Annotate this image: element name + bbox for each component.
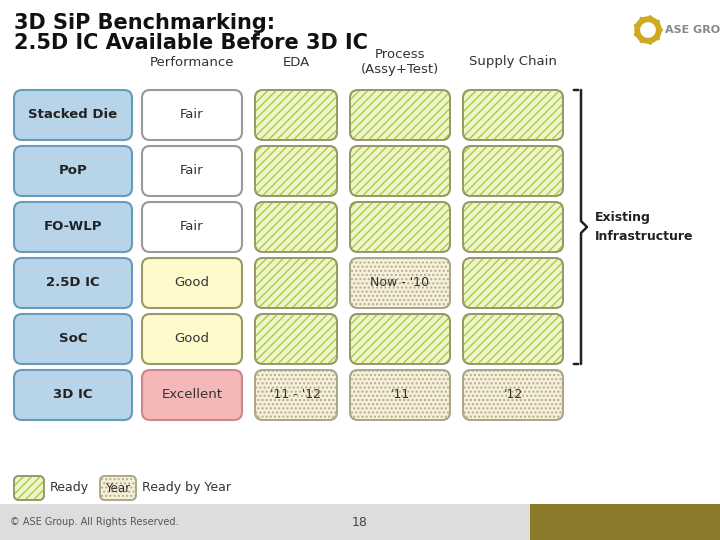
Text: Good: Good <box>174 276 210 289</box>
FancyBboxPatch shape <box>142 146 242 196</box>
FancyBboxPatch shape <box>142 370 242 420</box>
FancyBboxPatch shape <box>14 90 132 140</box>
Text: (Assy+Test): (Assy+Test) <box>361 63 439 76</box>
FancyBboxPatch shape <box>350 314 450 364</box>
Text: '11: '11 <box>390 388 410 402</box>
Circle shape <box>635 17 661 43</box>
Text: SoC: SoC <box>59 333 87 346</box>
Text: '12: '12 <box>503 388 523 402</box>
Bar <box>530 504 720 540</box>
FancyBboxPatch shape <box>142 314 242 364</box>
FancyBboxPatch shape <box>350 146 450 196</box>
FancyBboxPatch shape <box>255 314 337 364</box>
Text: 2.5D IC Available Before 3D IC: 2.5D IC Available Before 3D IC <box>14 33 368 53</box>
Text: Stacked Die: Stacked Die <box>28 109 117 122</box>
Text: Existing
Infrastructure: Existing Infrastructure <box>595 212 693 242</box>
Text: Year: Year <box>105 482 130 495</box>
Text: PoP: PoP <box>58 165 87 178</box>
FancyBboxPatch shape <box>350 90 450 140</box>
Text: EDA: EDA <box>282 56 310 69</box>
FancyBboxPatch shape <box>142 202 242 252</box>
Text: Process: Process <box>374 49 426 62</box>
FancyBboxPatch shape <box>255 370 337 420</box>
Text: ASE GROUP: ASE GROUP <box>665 25 720 35</box>
FancyBboxPatch shape <box>463 146 563 196</box>
FancyBboxPatch shape <box>14 146 132 196</box>
Text: Performance: Performance <box>150 56 234 69</box>
Text: Good: Good <box>174 333 210 346</box>
FancyBboxPatch shape <box>255 258 337 308</box>
FancyBboxPatch shape <box>255 202 337 252</box>
FancyBboxPatch shape <box>463 370 563 420</box>
FancyBboxPatch shape <box>14 258 132 308</box>
Text: FO-WLP: FO-WLP <box>44 220 102 233</box>
FancyBboxPatch shape <box>14 314 132 364</box>
FancyBboxPatch shape <box>14 476 44 500</box>
Text: Supply Chain: Supply Chain <box>469 56 557 69</box>
Text: © ASE Group. All Rights Reserved.: © ASE Group. All Rights Reserved. <box>10 517 179 527</box>
FancyBboxPatch shape <box>350 258 450 308</box>
FancyBboxPatch shape <box>14 202 132 252</box>
FancyBboxPatch shape <box>14 370 132 420</box>
FancyBboxPatch shape <box>255 146 337 196</box>
FancyBboxPatch shape <box>463 258 563 308</box>
FancyBboxPatch shape <box>142 258 242 308</box>
Text: Ready: Ready <box>50 482 89 495</box>
FancyBboxPatch shape <box>463 314 563 364</box>
Text: 2.5D IC: 2.5D IC <box>46 276 100 289</box>
FancyBboxPatch shape <box>350 202 450 252</box>
FancyBboxPatch shape <box>142 90 242 140</box>
Text: Ready by Year: Ready by Year <box>142 482 231 495</box>
FancyBboxPatch shape <box>255 90 337 140</box>
Text: Now - '10: Now - '10 <box>370 276 430 289</box>
Text: 3D SiP Benchmarking:: 3D SiP Benchmarking: <box>14 13 275 33</box>
FancyBboxPatch shape <box>350 370 450 420</box>
Text: '11 - '12: '11 - '12 <box>271 388 322 402</box>
Circle shape <box>641 23 655 37</box>
FancyBboxPatch shape <box>463 90 563 140</box>
Text: 18: 18 <box>352 516 368 529</box>
Bar <box>0 504 720 540</box>
Text: Fair: Fair <box>180 109 204 122</box>
FancyBboxPatch shape <box>463 202 563 252</box>
Text: 3D IC: 3D IC <box>53 388 93 402</box>
Text: Fair: Fair <box>180 220 204 233</box>
Text: Excellent: Excellent <box>161 388 222 402</box>
FancyBboxPatch shape <box>100 476 136 500</box>
Text: Fair: Fair <box>180 165 204 178</box>
